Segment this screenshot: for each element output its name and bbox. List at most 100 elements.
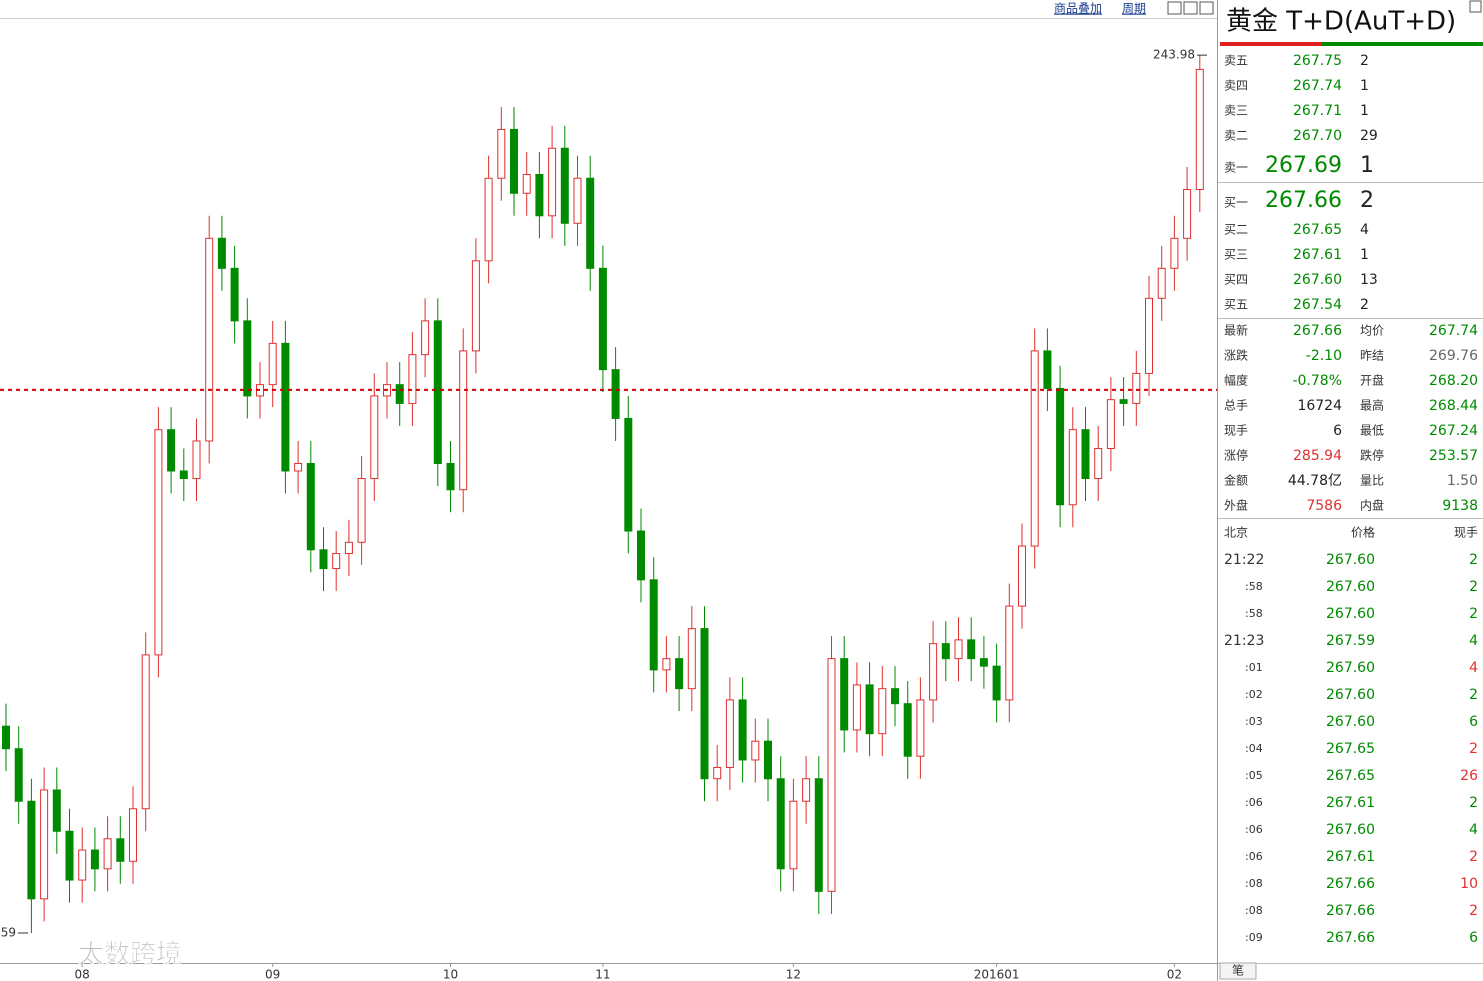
book-label: 卖三 <box>1224 104 1248 118</box>
stat-value: 285.94 <box>1293 448 1342 464</box>
tick-time: :05 <box>1245 769 1263 782</box>
tick-price: 267.60 <box>1326 822 1375 838</box>
candle-body <box>497 128 506 179</box>
tick-volume: 2 <box>1469 606 1478 622</box>
candle-body <box>954 639 963 660</box>
candle-body <box>979 658 988 667</box>
candle-body <box>929 643 938 701</box>
candle-body <box>319 549 328 570</box>
candle-body <box>560 147 569 224</box>
candle-body <box>700 628 709 780</box>
candle-body <box>827 658 836 892</box>
stat-label: 金额 <box>1224 473 1248 488</box>
tick-volume: 6 <box>1469 930 1478 946</box>
tick-time: :08 <box>1245 904 1263 917</box>
book-label: 卖四 <box>1224 79 1248 93</box>
candle-body <box>78 849 87 881</box>
candle-body <box>65 830 74 881</box>
candle-body <box>141 654 150 810</box>
stat-value: 1.50 <box>1447 473 1478 489</box>
candle-body <box>243 320 252 397</box>
candle-body <box>992 665 1001 701</box>
candle-body <box>662 658 671 671</box>
candle-body <box>344 541 353 555</box>
stat-value: -0.78% <box>1292 373 1342 389</box>
icon-left[interactable] <box>1167 1 1182 15</box>
book-price: 267.75 <box>1293 53 1342 69</box>
overlay-button[interactable]: 商品叠加 <box>1054 1 1102 16</box>
candle-body <box>408 354 417 404</box>
candle-body <box>484 177 493 262</box>
book-price: 267.54 <box>1293 297 1342 313</box>
title-bar-green <box>1322 42 1483 46</box>
title-bar-red <box>1220 42 1322 46</box>
stat-label: 跌停 <box>1360 448 1384 463</box>
candle-body <box>192 440 201 479</box>
tick-volume: 2 <box>1469 795 1478 811</box>
candle-body <box>1068 429 1077 506</box>
tick-time: :06 <box>1245 796 1263 809</box>
candle-body <box>1132 372 1141 404</box>
stat-label: 量比 <box>1360 474 1384 488</box>
candle-body <box>649 579 658 671</box>
candle-body <box>522 173 531 194</box>
stat-value: 269.76 <box>1429 348 1478 364</box>
restore-icon[interactable] <box>1469 0 1482 13</box>
tick-volume: 2 <box>1469 849 1478 865</box>
candle-body <box>751 740 760 761</box>
candle-body <box>967 639 976 660</box>
candle-body <box>268 342 277 386</box>
candle-body <box>421 320 430 356</box>
tick-time: :03 <box>1245 715 1263 728</box>
period-button[interactable]: 周期 <box>1122 2 1146 16</box>
ticks-header: 价格 <box>1351 525 1375 540</box>
candle-body <box>217 237 226 269</box>
tick-time: 21:22 <box>1224 552 1264 568</box>
stat-value: 6 <box>1333 423 1342 439</box>
tab[interactable] <box>1219 962 1257 980</box>
tick-volume: 6 <box>1469 714 1478 730</box>
candle-body <box>370 395 379 479</box>
book-volume: 2 <box>1360 297 1369 313</box>
candle-body <box>1145 297 1153 374</box>
candle-body <box>675 658 684 690</box>
tick-volume: 2 <box>1469 741 1478 757</box>
tick-volume: 10 <box>1460 876 1478 892</box>
tick-time: :02 <box>1245 688 1263 701</box>
tick-price: 267.65 <box>1326 768 1375 784</box>
tick-time: :58 <box>1245 580 1263 593</box>
x-tick-label: 201601 <box>974 968 1020 981</box>
tab-label[interactable]: 笔 <box>1232 963 1244 978</box>
stat-value: 268.44 <box>1429 398 1478 414</box>
candle-body <box>179 470 188 479</box>
candle-body <box>1157 267 1166 299</box>
book-label: 买一 <box>1224 196 1248 210</box>
stat-value: 267.24 <box>1429 423 1478 439</box>
tick-time: :09 <box>1245 931 1263 944</box>
icon-panel[interactable] <box>1199 1 1214 15</box>
candle-body <box>916 699 925 757</box>
candle-body <box>789 800 798 870</box>
price-annotation: 243.98 <box>1153 48 1195 62</box>
candle-body <box>1030 350 1039 547</box>
candle-body <box>840 658 849 731</box>
candle-body <box>471 260 480 352</box>
candle-body <box>776 778 785 870</box>
candle-body <box>306 462 315 551</box>
candle-body <box>713 766 722 780</box>
book-label: 买五 <box>1224 298 1248 312</box>
candle-body <box>865 684 874 735</box>
candle-body <box>446 462 455 491</box>
candle-body <box>459 350 468 491</box>
icon-right[interactable] <box>1183 1 1198 15</box>
candle-body <box>167 429 176 472</box>
tick-time: :58 <box>1245 607 1263 620</box>
book-volume: 1 <box>1360 103 1369 119</box>
toolbar-icons <box>1167 1 1214 15</box>
x-tick-label: 11 <box>595 968 610 981</box>
candle-body <box>1056 387 1065 506</box>
tick-price: 267.60 <box>1326 660 1375 676</box>
stat-value: 9138 <box>1442 498 1478 514</box>
book-price: 267.61 <box>1293 247 1342 263</box>
